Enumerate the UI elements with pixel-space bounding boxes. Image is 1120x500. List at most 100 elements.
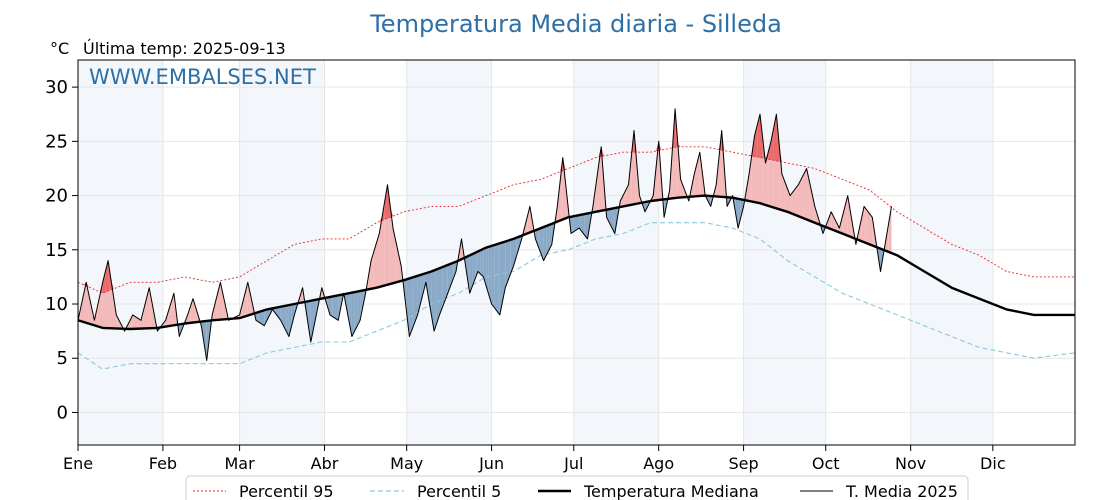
fill-below-median — [707, 195, 711, 207]
y-tick-label: 15 — [45, 240, 68, 261]
fill-above-median — [888, 206, 892, 254]
fill-above-median — [527, 206, 530, 234]
fill-below-median — [466, 255, 470, 294]
fill-above-median — [138, 318, 141, 329]
fill-above-median — [847, 195, 851, 237]
fill-above-median — [371, 251, 374, 289]
fill-above-median — [379, 217, 383, 287]
fill-above-median — [866, 210, 870, 245]
fill-above-median — [795, 184, 799, 217]
fill-above-median — [798, 179, 802, 218]
x-tick-label: Jul — [563, 454, 583, 473]
x-tick-label: May — [390, 454, 423, 473]
fill-below-median — [579, 214, 582, 232]
fill-above-p95 — [677, 144, 681, 147]
x-tick-label: Feb — [149, 454, 177, 473]
fill-above-median — [368, 260, 372, 290]
fill-above-p95 — [560, 157, 563, 172]
fill-below-median — [488, 245, 492, 305]
fill-above-median — [376, 233, 380, 288]
fill-above-median — [625, 184, 629, 206]
fill-below-median — [505, 240, 509, 288]
fill-above-median — [623, 190, 626, 207]
fill-below-median — [327, 296, 330, 315]
fill-below-median — [286, 305, 289, 337]
fill-above-median — [143, 298, 147, 329]
y-tick-label: 10 — [45, 294, 68, 315]
fill-above-median — [130, 314, 133, 329]
fill-below-median — [535, 229, 539, 247]
fill-above-median — [628, 157, 632, 206]
fill-below-median — [335, 295, 339, 321]
fill-above-median — [168, 302, 172, 327]
fill-above-median — [110, 278, 114, 329]
fill-above-p95 — [754, 125, 758, 158]
fill-above-median — [373, 242, 377, 289]
fill-above-median — [814, 206, 818, 224]
fill-above-median — [149, 287, 152, 329]
fill-above-median — [193, 298, 196, 323]
fill-below-median — [423, 273, 426, 294]
fill-below-median — [612, 208, 615, 234]
fill-above-median — [140, 309, 144, 329]
fill-below-median — [540, 227, 544, 261]
fill-below-median — [453, 261, 456, 279]
series-line-1 — [78, 222, 1075, 370]
fill-above-median — [242, 293, 246, 318]
fill-below-median — [261, 310, 265, 326]
fill-below-median — [420, 274, 424, 305]
fill-above-p95 — [757, 114, 761, 158]
fill-above-p95 — [384, 184, 388, 220]
fill-below-median — [447, 263, 451, 294]
fill-above-median — [803, 168, 807, 220]
series-line-0 — [78, 146, 1075, 294]
x-tick-label: Jun — [478, 454, 504, 473]
fill-below-median — [288, 304, 292, 337]
fill-above-median — [790, 191, 793, 214]
fill-below-median — [203, 320, 207, 361]
fill-above-median — [781, 173, 785, 211]
fill-below-median — [571, 216, 574, 234]
fill-above-median — [666, 190, 670, 204]
month-band — [743, 60, 826, 445]
legend-label-median: Temperatura Mediana — [583, 482, 759, 500]
fill-above-median — [765, 152, 769, 206]
fill-below-median — [332, 295, 336, 319]
fill-above-median — [398, 253, 402, 282]
series-line-2 — [78, 194, 1075, 331]
x-tick-label: Nov — [895, 454, 926, 473]
fill-above-median — [620, 195, 624, 207]
fill-below-median — [442, 266, 446, 308]
fill-above-median — [812, 193, 815, 223]
fill-below-median — [494, 244, 498, 312]
fill-above-median — [801, 173, 804, 219]
fill-above-median — [595, 166, 599, 212]
plot-frame — [77, 59, 1076, 446]
fill-above-median — [792, 188, 796, 216]
series-line-3 — [78, 108, 892, 361]
fill-below-median — [414, 275, 418, 323]
fill-below-median — [469, 254, 473, 294]
fill-below-median — [406, 278, 410, 337]
fill-below-median — [584, 213, 588, 239]
fill-below-median — [357, 291, 361, 326]
fill-above-median — [749, 154, 752, 202]
month-band — [910, 60, 993, 445]
watermark: WWW.EMBALSES.NET — [89, 65, 316, 89]
fill-above-p95 — [102, 271, 106, 294]
fill-below-median — [346, 293, 350, 323]
fill-below-median — [264, 309, 267, 326]
fill-above-median — [151, 302, 155, 329]
fill-below-median — [497, 243, 500, 315]
fill-below-median — [258, 311, 262, 324]
fill-below-median — [329, 296, 333, 317]
fill-above-median — [699, 152, 703, 196]
fill-below-median — [581, 214, 585, 236]
y-axis: 0 5 10 15 20 25 30 — [45, 77, 78, 423]
fill-below-median — [576, 215, 580, 230]
fill-above-median — [697, 152, 700, 197]
unit-label: °C — [50, 39, 69, 58]
fill-below-median — [549, 223, 552, 250]
fill-above-p95 — [760, 114, 763, 159]
